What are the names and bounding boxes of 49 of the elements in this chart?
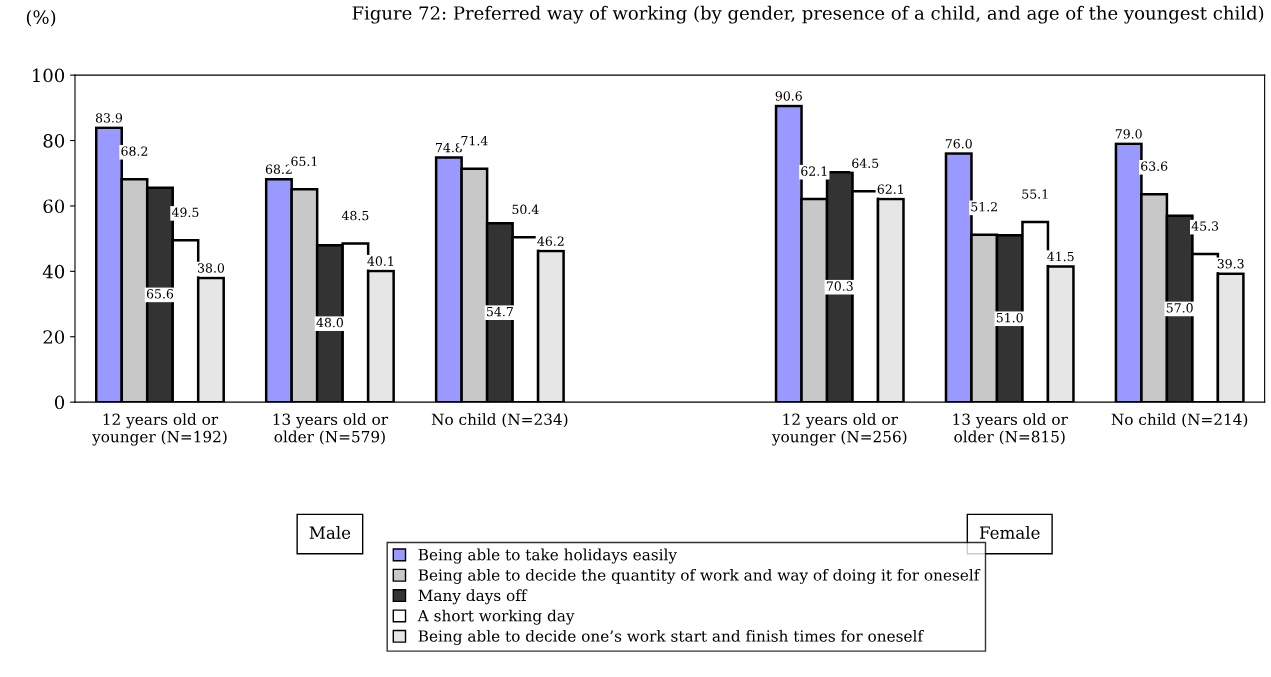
chart-title: Figure 72: Preferred way of working (by gender, presence of a child, and age of the youngest child) (352, 5, 1264, 24)
data-label: 40.1 (367, 256, 394, 266)
data-label: 68.2 (121, 146, 148, 156)
legend-label: Many days off (418, 589, 528, 605)
data-label: 38.0 (197, 263, 225, 273)
data-label: 64.5 (852, 158, 879, 168)
data-label: 48.5 (341, 210, 369, 221)
y-axis-title: (%) (26, 9, 56, 27)
data-label: 65.6 (146, 289, 174, 299)
data-label: 41.5 (1047, 251, 1074, 262)
x-tick-label: No child (N=214) (1111, 413, 1248, 428)
data-label: 48.0 (316, 317, 343, 328)
data-label: 46.2 (537, 236, 564, 246)
x-tick-label: 12 years old or younger (N=192) (92, 413, 227, 446)
y-tick-label: 100 (33, 68, 65, 83)
legend-label: Being able to take holidays easily (418, 548, 678, 564)
data-label: 76.0 (945, 138, 972, 149)
x-tick-label: 13 years old or older (N=579) (273, 413, 389, 445)
data-label: 50.4 (512, 204, 539, 215)
y-tick-label: 80 (43, 134, 65, 148)
x-tick-label: No child (N=234) (431, 413, 568, 428)
data-label: 70.3 (826, 281, 853, 291)
legend-label: Being able to decide the quantity of work and way of doing it for oneself (418, 568, 981, 584)
x-tick-label: 13 years old or older (N=815) (953, 413, 1068, 445)
data-label: 63.6 (1141, 161, 1168, 171)
data-label: 45.3 (1191, 221, 1219, 231)
data-label: 49.5 (171, 207, 199, 218)
data-label: 39.3 (1217, 258, 1244, 269)
data-label: 71.4 (461, 135, 488, 146)
data-label: 54.7 (487, 306, 513, 317)
y-tick-label: 0 (54, 395, 65, 410)
data-label: 90.6 (775, 91, 802, 101)
data-label: 83.9 (95, 113, 123, 123)
data-label: 79.0 (1115, 129, 1142, 139)
y-tick-label: 60 (43, 199, 65, 214)
y-tick-label: 20 (43, 330, 65, 344)
data-label: 51.0 (996, 312, 1023, 323)
y-tick-label: 40 (42, 264, 65, 279)
data-label: 51.2 (971, 202, 997, 212)
text: Male (309, 526, 351, 539)
data-label: 55.1 (1022, 189, 1048, 199)
legend-label: Being able to decide one’s work start and finish times for oneself (418, 629, 924, 645)
x-tick-label: 12 years old or younger (N=256) (771, 413, 907, 446)
data-label: 57.0 (1166, 303, 1193, 313)
text: Female (979, 526, 1040, 539)
data-label: 62.1 (877, 184, 903, 194)
data-label: 65.1 (291, 156, 317, 167)
data-label: 62.1 (801, 166, 827, 176)
legend-label: A short working day (417, 609, 575, 625)
